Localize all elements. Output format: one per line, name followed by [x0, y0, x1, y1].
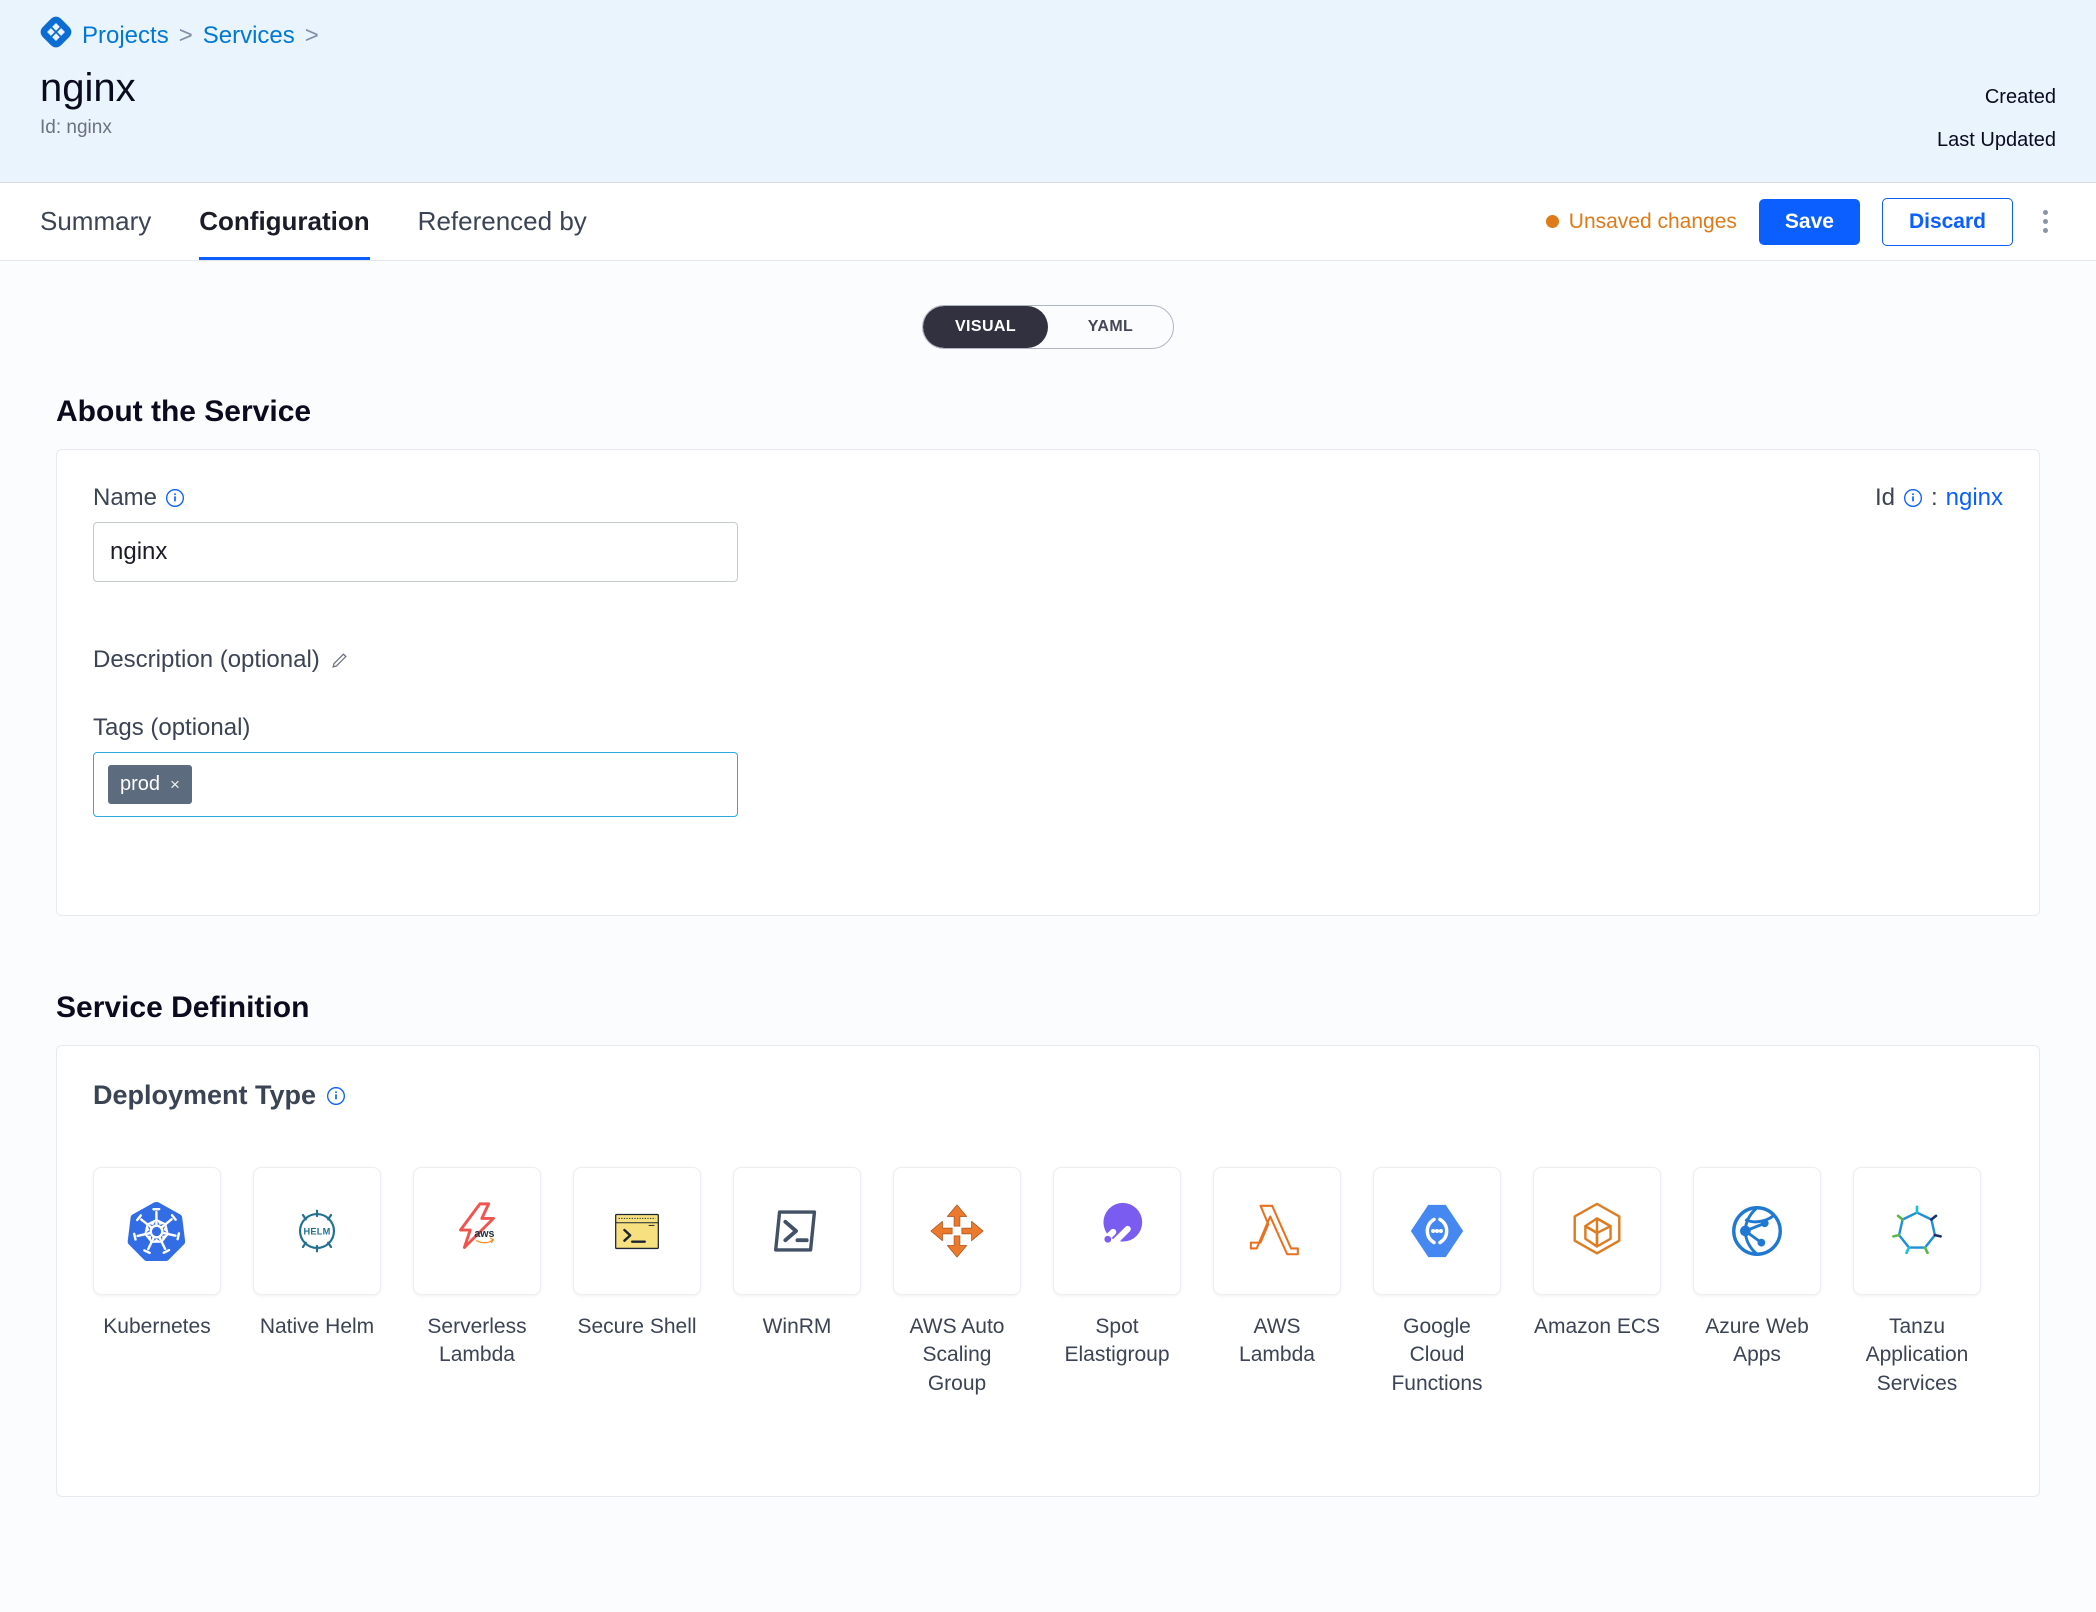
svg-text:aws: aws [474, 1228, 494, 1240]
svg-text:HELM: HELM [304, 1226, 331, 1236]
